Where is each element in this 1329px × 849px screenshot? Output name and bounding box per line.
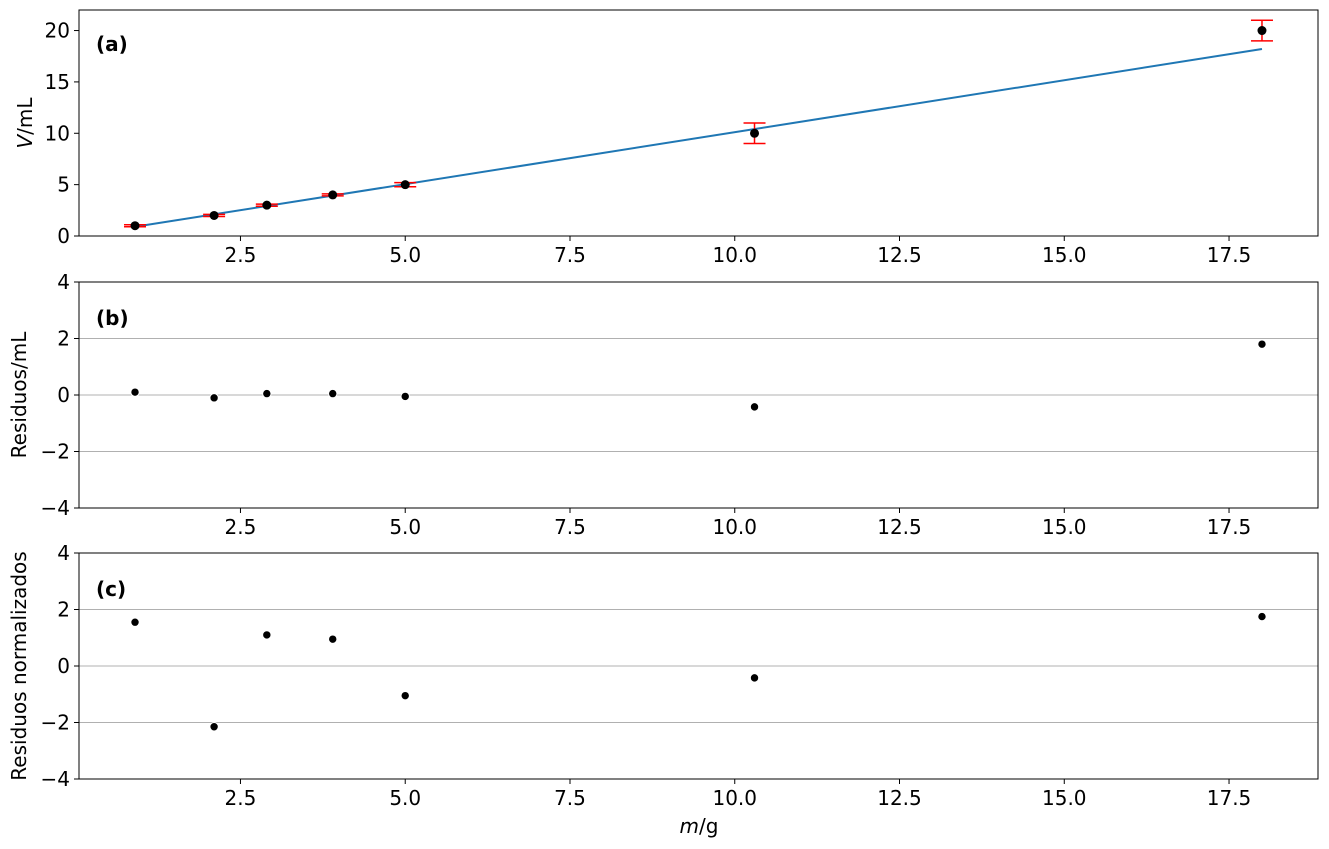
y-tick-label: −2 xyxy=(41,440,70,464)
panel-a-frame xyxy=(78,9,1319,237)
panel-b-tag: (b) xyxy=(96,306,129,330)
x-tick-label: 5.0 xyxy=(389,515,421,539)
data-point xyxy=(130,617,140,627)
data-point xyxy=(209,210,219,220)
panel-c-x-axis-var: m xyxy=(680,814,699,838)
data-point xyxy=(1257,26,1267,36)
data-point xyxy=(130,221,140,231)
panel-c-y-axis-label: Residuos normalizados xyxy=(7,551,31,780)
data-point xyxy=(1257,611,1267,622)
y-tick-label: 4 xyxy=(57,270,70,294)
x-tick-label: 10.0 xyxy=(712,515,757,539)
x-tick-label: 17.5 xyxy=(1207,243,1252,267)
y-tick-label: 10 xyxy=(45,121,70,145)
x-tick-label: 5.0 xyxy=(389,786,421,810)
panel-b: 2.5 5.0 7.5 10.0 12.5 15.0 17.5 −4 −2 0 2 4 (b) Res… xyxy=(7,270,1319,539)
panel-a: 2.5 5.0 7.5 10.0 12.5 15.0 17.5 0 5 10 15 20 (a) V/… xyxy=(13,9,1319,267)
data-point xyxy=(328,190,338,200)
x-tick-label: 12.5 xyxy=(877,786,922,810)
data-point xyxy=(400,690,410,701)
panel-a-y-axis-label: V/mL xyxy=(13,97,37,149)
y-tick-label: 0 xyxy=(57,383,70,407)
y-tick-label: −2 xyxy=(41,711,70,735)
panel-a-marks xyxy=(124,19,1273,231)
data-point xyxy=(328,634,338,644)
panel-b-marks xyxy=(130,339,1267,412)
data-point xyxy=(209,393,219,403)
y-tick-label: 4 xyxy=(57,541,70,565)
data-point xyxy=(1257,339,1267,349)
y-tick-label: 0 xyxy=(57,654,70,678)
panel-a-ticks: 2.5 5.0 7.5 10.0 12.5 15.0 17.5 0 5 10 15 20 xyxy=(45,19,1252,267)
x-tick-label: 10.0 xyxy=(712,243,757,267)
x-tick-label: 17.5 xyxy=(1207,515,1252,539)
x-tick-label: 12.5 xyxy=(877,243,922,267)
x-tick-label: 2.5 xyxy=(225,786,257,810)
x-tick-label: 7.5 xyxy=(554,786,586,810)
y-tick-label: 2 xyxy=(57,327,70,351)
data-point xyxy=(262,388,272,399)
y-tick-label: −4 xyxy=(41,767,70,791)
panel-b-grid xyxy=(79,338,1318,452)
x-tick-label: 12.5 xyxy=(877,515,922,539)
panel-c-x-axis-unit: /g xyxy=(699,814,718,838)
x-tick-label: 17.5 xyxy=(1207,786,1252,810)
panel-a-tag: (a) xyxy=(96,32,128,56)
y-tick-label: 20 xyxy=(45,19,70,43)
panel-c-ticks: 2.5 5.0 7.5 10.0 12.5 15.0 17.5 −4 −2 0 2 4 xyxy=(41,541,1252,810)
x-tick-label: 2.5 xyxy=(225,243,257,267)
y-tick-label: −4 xyxy=(41,496,70,520)
data-point xyxy=(209,722,219,732)
panel-b-y-axis-label: Residuos/mL xyxy=(7,331,31,459)
data-point xyxy=(262,630,272,640)
panel-c-marks xyxy=(130,611,1267,732)
data-point xyxy=(750,128,760,138)
panel-a-y-axis-var: V xyxy=(13,134,37,149)
data-point xyxy=(400,180,410,190)
x-tick-label: 7.5 xyxy=(554,243,586,267)
x-tick-label: 2.5 xyxy=(225,515,257,539)
x-tick-label: 15.0 xyxy=(1042,515,1087,539)
y-tick-label: 15 xyxy=(45,70,70,94)
data-point xyxy=(262,200,272,210)
panel-a-y-axis-unit: /mL xyxy=(13,97,37,135)
data-point xyxy=(400,391,410,402)
x-tick-label: 5.0 xyxy=(389,243,421,267)
panel-c-tag: (c) xyxy=(96,577,126,601)
panel-c-x-axis-label: m/g xyxy=(680,814,719,838)
data-point xyxy=(749,402,760,412)
fit-line xyxy=(134,48,1263,228)
x-tick-label: 15.0 xyxy=(1042,786,1087,810)
y-tick-label: 2 xyxy=(57,598,70,622)
x-tick-label: 7.5 xyxy=(554,515,586,539)
y-tick-label: 5 xyxy=(57,173,70,197)
panel-c: 2.5 5.0 7.5 10.0 12.5 15.0 17.5 −4 −2 0 2 4 (c) Res… xyxy=(7,541,1319,838)
data-point xyxy=(328,388,338,399)
panel-c-grid xyxy=(79,609,1318,723)
x-tick-label: 10.0 xyxy=(712,786,757,810)
data-point xyxy=(130,387,140,397)
x-tick-label: 15.0 xyxy=(1042,243,1087,267)
panel-b-ticks: 2.5 5.0 7.5 10.0 12.5 15.0 17.5 −4 −2 0 2 4 xyxy=(41,270,1252,539)
data-point xyxy=(749,673,760,683)
y-tick-label: 0 xyxy=(57,224,70,248)
